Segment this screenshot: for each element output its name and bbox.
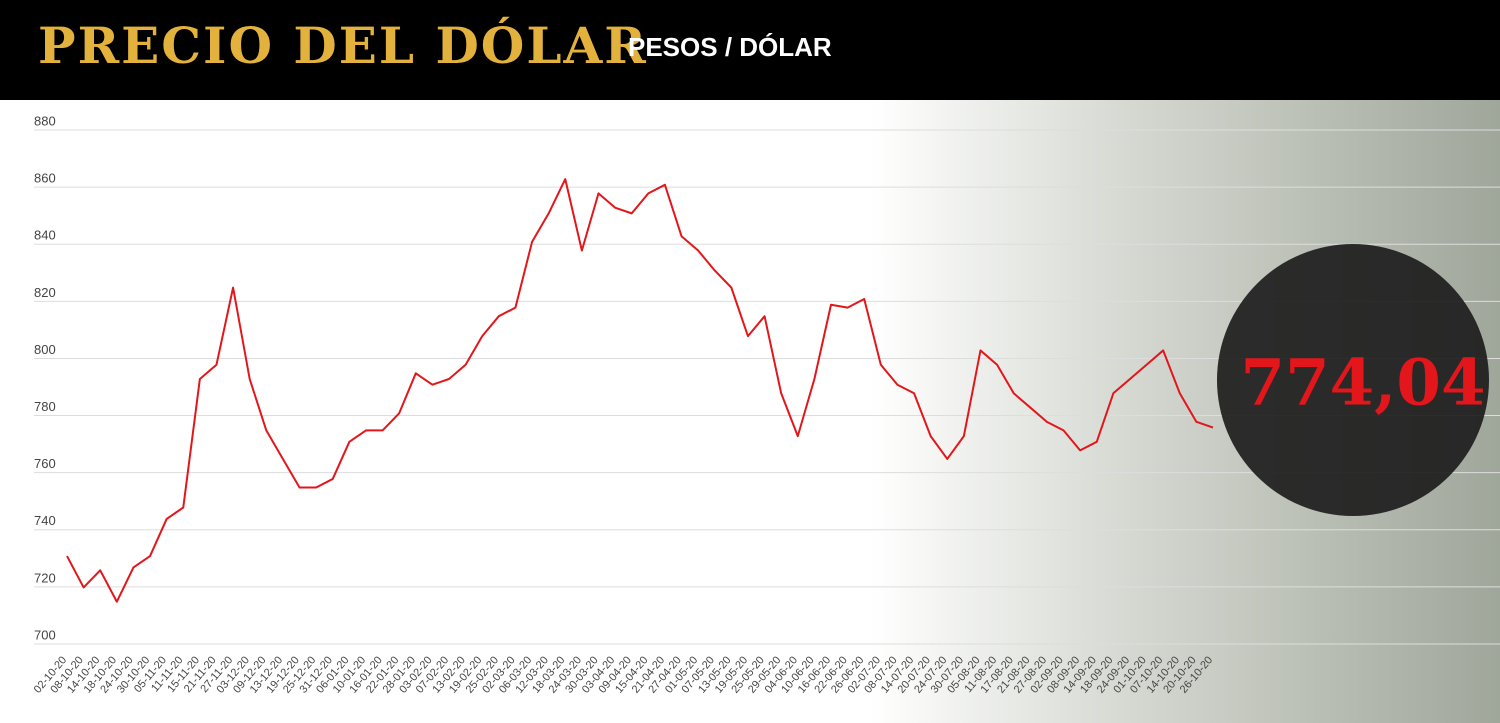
value-circle: [1217, 244, 1489, 516]
y-tick-label: 780: [34, 399, 56, 414]
price-line: [66, 178, 1214, 603]
chart-title: PRECIO DEL DÓLAR: [38, 16, 648, 75]
y-tick-label: 700: [34, 627, 56, 642]
header-bar: [0, 0, 1500, 100]
current-value: 774,04: [1241, 346, 1486, 421]
chart-subtitle: PESOS / DÓLAR: [628, 32, 832, 62]
y-tick-label: 820: [34, 285, 56, 300]
y-tick-label: 860: [34, 171, 56, 186]
y-tick-label: 720: [34, 570, 56, 585]
y-tick-label: 840: [34, 228, 56, 243]
y-tick-label: 800: [34, 342, 56, 357]
y-tick-label: 880: [34, 113, 56, 128]
y-tick-label: 740: [34, 513, 56, 528]
y-tick-label: 760: [34, 456, 56, 471]
